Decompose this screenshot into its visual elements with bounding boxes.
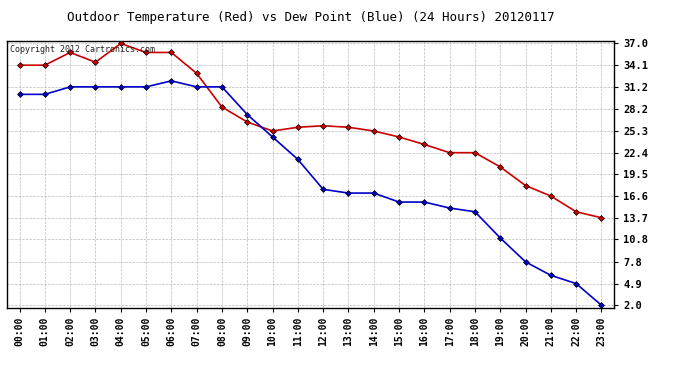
Text: Copyright 2012 Cartronics.com: Copyright 2012 Cartronics.com xyxy=(10,45,155,54)
Text: Outdoor Temperature (Red) vs Dew Point (Blue) (24 Hours) 20120117: Outdoor Temperature (Red) vs Dew Point (… xyxy=(67,11,554,24)
